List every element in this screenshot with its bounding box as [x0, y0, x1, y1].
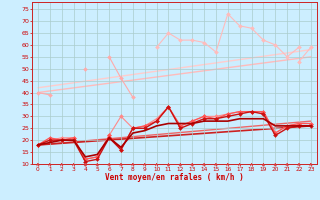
- X-axis label: Vent moyen/en rafales ( km/h ): Vent moyen/en rafales ( km/h ): [105, 173, 244, 182]
